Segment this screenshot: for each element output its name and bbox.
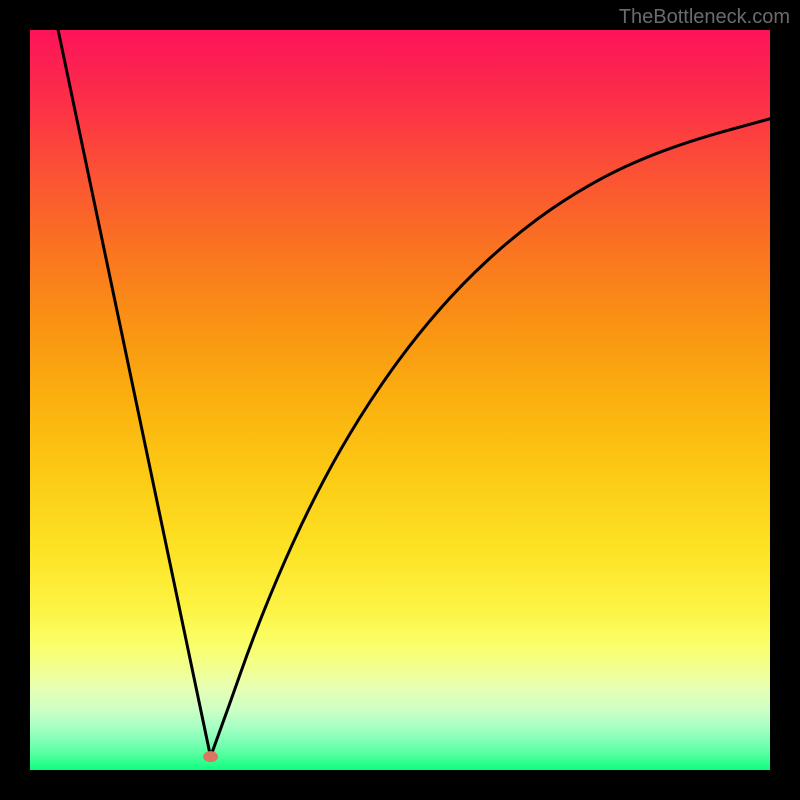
plot-area bbox=[30, 30, 770, 770]
watermark-text: TheBottleneck.com bbox=[619, 6, 790, 29]
plot-svg bbox=[30, 30, 770, 770]
minimum-marker bbox=[204, 752, 218, 762]
gradient-background bbox=[30, 30, 770, 770]
chart-container: TheBottleneck.com bbox=[0, 0, 800, 800]
